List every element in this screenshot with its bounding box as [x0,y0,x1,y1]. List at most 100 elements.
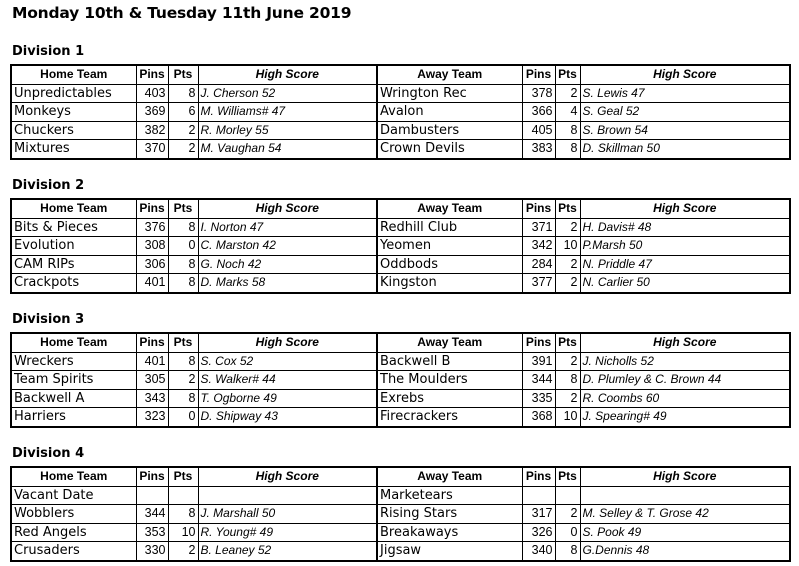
home-pins: 382 [135,120,169,140]
away-team: Yeomen [376,236,523,256]
away-pins: 340 [521,541,556,561]
home-high-score: D. Marks 58 [197,273,378,293]
table-row: Vacant Date Marketears [10,485,791,505]
home-team-header: Home Team [10,332,137,353]
page-title: Monday 10th & Tuesday 11th June 2019 [12,4,352,22]
away-team: Crown Devils [376,139,523,159]
table-row: Team Spirits 305 2 S. Walker# 44 The Moulder… [10,370,791,390]
away-pins: 344 [521,370,556,390]
pins-header: Pins [521,198,556,219]
pins-header: Pins [135,466,169,487]
home-pins: 343 [135,388,169,408]
home-team: Backwell A [10,388,137,408]
table-row: Wobblers 344 8 J. Marshall 50 Rising Stars 31… [10,504,791,524]
away-team: Kingston [376,273,523,293]
away-pts [554,485,581,505]
home-pts: 2 [167,541,199,561]
home-high-score: R. Young# 49 [197,522,378,542]
home-pins: 370 [135,139,169,159]
away-pins: 378 [521,83,556,103]
pins-header: Pins [135,64,169,85]
away-pts: 2 [554,83,581,103]
home-pins: 401 [135,273,169,293]
home-team: Crackpots [10,273,137,293]
away-team: Marketears [376,485,523,505]
table-row: Evolution 308 0 C. Marston 42 Yeomen 342 10 P.M… [10,236,791,256]
home-high-score: B. Leaney 52 [197,541,378,561]
division-heading: Division 1 [12,44,85,59]
away-team: Dambusters [376,120,523,140]
away-pins: 368 [521,407,556,427]
home-high-score: D. Shipway 43 [197,407,378,427]
away-pts: 8 [554,120,581,140]
away-pts: 4 [554,102,581,122]
division-heading: Division 3 [12,312,85,327]
home-pins: 305 [135,370,169,390]
high-score-header: High Score [197,466,378,487]
table-row: Harriers 323 0 D. Shipway 43 Firecrackers 368… [10,407,791,427]
home-pts: 8 [167,504,199,524]
away-team-header: Away Team [376,466,523,487]
away-high-score: M. Selley & T. Grose 42 [579,504,791,524]
home-pins: 401 [135,351,169,371]
table-row: Chuckers 382 2 R. Morley 55 Dambusters 405 8 S.… [10,120,791,140]
away-pts: 8 [554,541,581,561]
away-high-score: P.Marsh 50 [579,236,791,256]
away-high-score: J. Spearing# 49 [579,407,791,427]
results-table: Home Team Pins Pts High Score Away Team Pins P… [10,64,791,160]
high-score-header: High Score [579,466,791,487]
home-pts: 10 [167,522,199,542]
home-pins: 369 [135,102,169,122]
away-pins [521,485,556,505]
home-pins: 308 [135,236,169,256]
away-pts: 2 [554,351,581,371]
pts-header: Pts [167,332,199,353]
away-pts: 2 [554,388,581,408]
division-heading: Division 2 [12,178,85,193]
header-row: Home Team Pins Pts High Score Away Team Pins P… [10,332,791,353]
pins-header: Pins [135,198,169,219]
home-pins: 323 [135,407,169,427]
home-pins: 376 [135,217,169,237]
away-pts: 0 [554,522,581,542]
home-high-score: S. Cox 52 [197,351,378,371]
home-pts [167,485,199,505]
pts-header: Pts [167,198,199,219]
home-team: Monkeys [10,102,137,122]
pins-header: Pins [521,332,556,353]
home-team: Red Angels [10,522,137,542]
away-high-score: D. Plumley & C. Brown 44 [579,370,791,390]
home-team: Evolution [10,236,137,256]
high-score-header: High Score [579,332,791,353]
away-high-score: S. Pook 49 [579,522,791,542]
away-high-score: S. Geal 52 [579,102,791,122]
high-score-header: High Score [197,64,378,85]
away-pts: 2 [554,504,581,524]
home-pins: 330 [135,541,169,561]
away-team: Redhill Club [376,217,523,237]
home-pts: 0 [167,236,199,256]
away-pins: 366 [521,102,556,122]
away-high-score: R. Coombs 60 [579,388,791,408]
home-pts: 0 [167,407,199,427]
away-high-score: G.Dennis 48 [579,541,791,561]
away-high-score: S. Lewis 47 [579,83,791,103]
home-pts: 6 [167,102,199,122]
home-high-score: T. Ogborne 49 [197,388,378,408]
away-pins: 371 [521,217,556,237]
away-pts: 2 [554,273,581,293]
away-team: Backwell B [376,351,523,371]
home-high-score: I. Norton 47 [197,217,378,237]
home-team: Team Spirits [10,370,137,390]
away-team: Exrebs [376,388,523,408]
away-pins: 326 [521,522,556,542]
home-high-score: G. Noch 42 [197,254,378,274]
home-pts: 8 [167,388,199,408]
high-score-header: High Score [579,198,791,219]
table-row: Backwell A 343 8 T. Ogborne 49 Exrebs 335 2 R. … [10,388,791,408]
home-team: Bits & Pieces [10,217,137,237]
away-pts: 2 [554,217,581,237]
home-high-score: R. Morley 55 [197,120,378,140]
home-high-score: M. Vaughan 54 [197,139,378,159]
away-team-header: Away Team [376,198,523,219]
